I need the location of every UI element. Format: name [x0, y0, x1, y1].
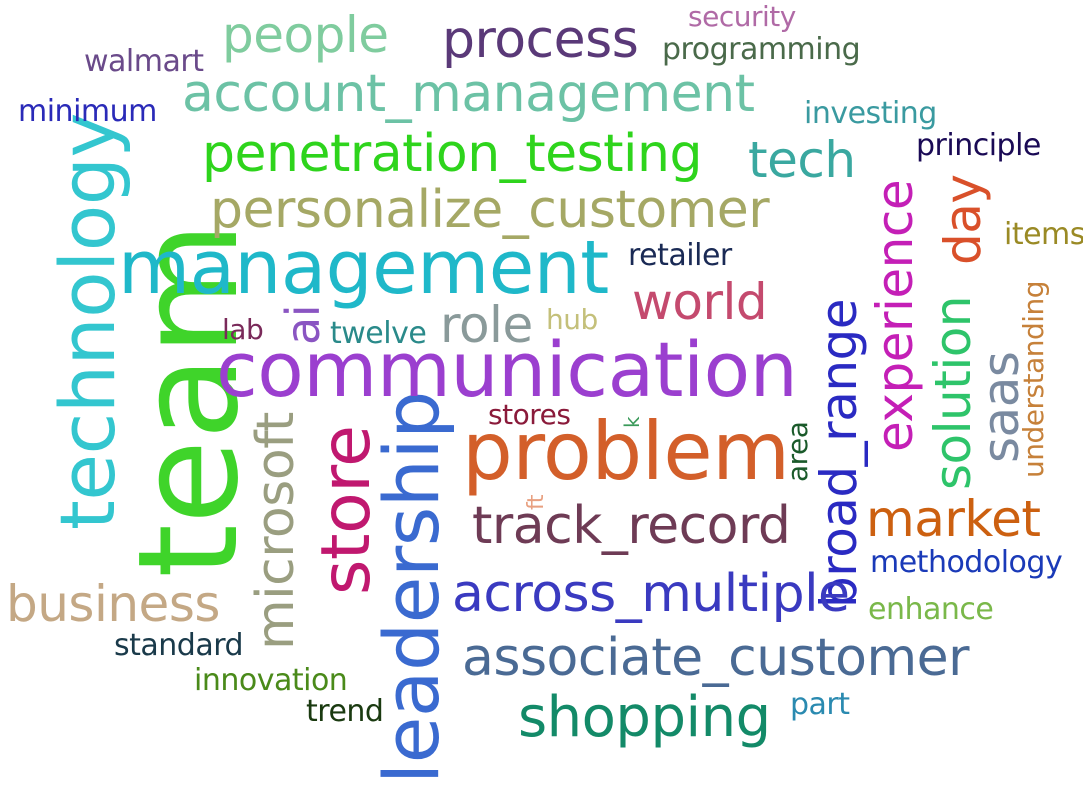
word-tech: tech: [748, 131, 856, 189]
word-walmart: walmart: [84, 44, 204, 79]
word-methodology: methodology: [870, 545, 1063, 580]
word-personalize-customer: personalize_customer: [210, 180, 770, 240]
word-minimum: minimum: [18, 94, 157, 129]
word-people: people: [222, 6, 389, 64]
word-across-multiple: broad_range: [810, 298, 868, 608]
word-twelve: twelve: [330, 316, 427, 351]
word-understanding: understanding: [1017, 280, 1050, 478]
word-technology: technology: [43, 112, 132, 530]
word-investing: investing: [804, 96, 937, 131]
word-stores: stores: [488, 398, 571, 431]
word-communication: communication: [216, 325, 798, 414]
word-innovation: innovation: [194, 663, 348, 698]
word-role: role: [440, 296, 533, 354]
word-enhance: enhance: [868, 592, 994, 627]
word-solution: solution: [924, 296, 982, 490]
word-problem: problem: [462, 405, 790, 498]
word-penetration-testing: penetration_testing: [202, 124, 702, 184]
word-items: items: [1004, 217, 1083, 252]
word-business: business: [6, 575, 220, 633]
word-world: world: [632, 273, 768, 331]
word-account-management: account_management: [182, 64, 755, 124]
word-track-record: track_record: [472, 496, 791, 556]
word-trend: trend: [306, 694, 384, 729]
word-principle: principle: [916, 128, 1041, 163]
word-standard: standard: [114, 628, 244, 663]
word-shopping: shopping: [518, 685, 771, 750]
word-management: management: [118, 225, 609, 311]
word-microsoft: microsoft: [246, 412, 306, 650]
word-security: security: [688, 0, 796, 33]
word-hub: hub: [546, 303, 598, 336]
word-experience: experience: [866, 179, 924, 452]
word-associate-customer: associate_customer: [462, 628, 970, 688]
word-store: store: [307, 425, 386, 596]
word-retailer: retailer: [628, 238, 732, 273]
word-lab: lab: [222, 313, 264, 346]
word-market: market: [866, 490, 1041, 548]
word-programming: programming: [662, 32, 861, 67]
word-broad-range: across_multiple: [452, 564, 850, 624]
word-part: part: [790, 687, 850, 722]
word-day: day: [934, 174, 992, 265]
word-process: process: [442, 10, 639, 70]
